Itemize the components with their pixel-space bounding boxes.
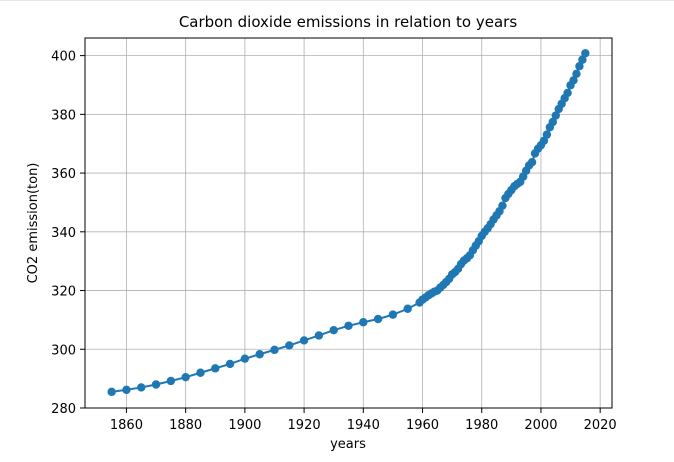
data-point	[563, 88, 572, 98]
data-point	[575, 61, 584, 71]
data-point	[299, 336, 309, 345]
data-point	[403, 304, 412, 313]
data-point	[285, 341, 294, 350]
data-point	[344, 321, 353, 330]
data-point	[107, 387, 116, 397]
axis-ticks: 1860 1880 1900 1920 1940 1960 1980 2000 2020 280 3…	[51, 50, 617, 433]
data-point	[166, 376, 176, 386]
y-axis-title: CO2 emission(ton)	[26, 163, 41, 284]
data-point	[359, 318, 368, 327]
data-point	[578, 55, 587, 64]
x-tick-label: 1920	[288, 418, 321, 433]
y-tick-label: 380	[51, 108, 76, 123]
data-point	[373, 314, 383, 324]
data-point	[329, 325, 338, 335]
data-point	[137, 383, 146, 392]
data-points	[107, 49, 590, 397]
y-tick-label: 340	[51, 226, 76, 241]
x-tick-label: 2020	[584, 418, 617, 433]
data-point	[542, 130, 552, 139]
x-tick-label: 2000	[524, 418, 557, 433]
x-tick-label: 1960	[406, 418, 439, 433]
x-tick-label: 1940	[347, 418, 380, 433]
y-tick-label: 320	[51, 285, 76, 300]
x-tick-label: 1860	[110, 418, 143, 433]
data-point	[240, 354, 250, 363]
x-axis-title: years	[330, 437, 366, 452]
data-point	[527, 158, 537, 167]
y-tick-label: 280	[51, 402, 76, 417]
chart-title: Carbon dioxide emissions in relation to …	[179, 13, 518, 31]
data-point	[122, 385, 131, 394]
data-point	[551, 111, 560, 120]
data-point	[548, 117, 557, 127]
data-point	[569, 76, 578, 85]
data-point	[255, 350, 264, 359]
data-point	[572, 69, 581, 79]
grid-lines	[85, 38, 612, 409]
data-point	[225, 359, 235, 369]
data-point	[314, 331, 324, 340]
x-tick-label: 1900	[228, 418, 261, 433]
x-tick-label: 1880	[169, 418, 202, 433]
series-line-co2	[111, 52, 587, 393]
data-point	[388, 310, 398, 319]
y-tick-label: 360	[51, 167, 76, 182]
y-tick-label: 300	[51, 343, 76, 358]
data-point	[498, 201, 507, 210]
data-point	[181, 372, 190, 382]
data-point	[196, 368, 205, 377]
y-tick-label: 400	[51, 50, 76, 65]
x-tick-label: 1980	[465, 418, 498, 433]
data-point	[211, 364, 220, 373]
top-border	[0, 0, 674, 1]
plot-frame	[84, 37, 613, 409]
data-point	[581, 49, 590, 58]
data-point	[151, 380, 161, 389]
data-point	[270, 345, 279, 355]
